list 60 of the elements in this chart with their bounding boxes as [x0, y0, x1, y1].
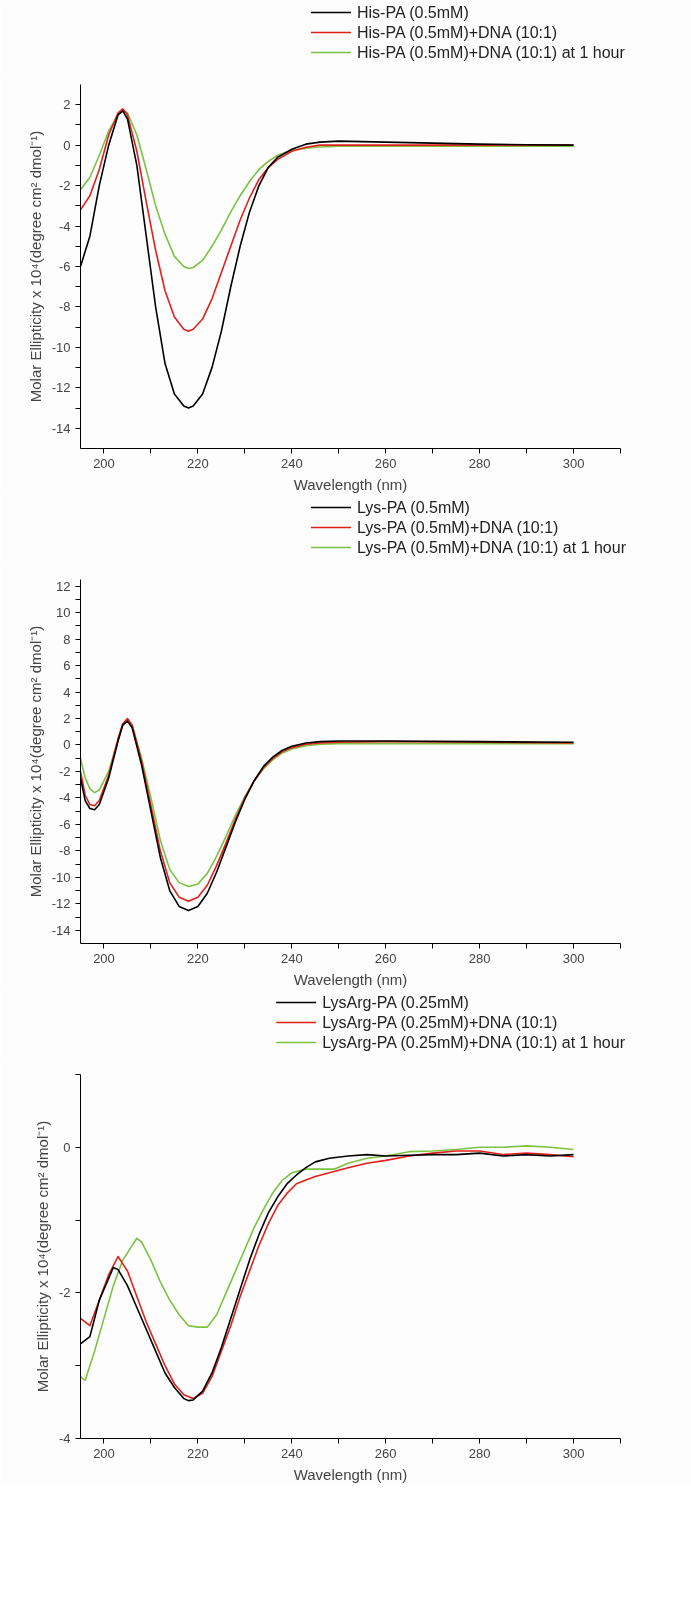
y-tick-label: 4 [63, 684, 71, 700]
legend-label: His-PA (0.5mM)+DNA (10:1) [357, 24, 558, 41]
y-tick-label: -6 [58, 259, 71, 274]
y-tick-label: -12 [51, 380, 71, 396]
x-tick-label: 260 [374, 1445, 397, 1461]
x-tick-label: 260 [374, 950, 397, 966]
legend-label: Lys-PA (0.5mM)+DNA (10:1) at 1 hour [357, 539, 627, 556]
y-tick-label: 0 [63, 737, 71, 753]
y-tick-label: -12 [51, 896, 71, 912]
y-tick-label: 2 [63, 97, 71, 113]
x-tick-label: 300 [562, 950, 585, 966]
y-tick-label: -4 [58, 1431, 71, 1446]
x-tick-label: 220 [187, 455, 209, 471]
x-tick-label: 240 [280, 950, 303, 966]
x-tick-label: 220 [187, 950, 209, 966]
x-axis-title: Wavelength (nm) [293, 1465, 408, 1483]
legend-label: LysArg-PA (0.25mM)+DNA (10:1) at 1 hour [322, 1034, 626, 1051]
x-tick-label: 220 [187, 1445, 209, 1461]
x-tick-label: 240 [280, 455, 303, 471]
y-tick-label: 8 [63, 631, 71, 647]
legend-label: His-PA (0.5mM) [357, 4, 469, 21]
y-tick-label: 0 [63, 1139, 71, 1155]
y-tick-label: -14 [51, 420, 71, 436]
x-tick-label: 280 [468, 1445, 491, 1461]
y-tick-label: 2 [63, 710, 71, 726]
legend-label: LysArg-PA (0.25mM) [322, 994, 469, 1011]
y-tick-label: 12 [56, 578, 71, 594]
y-axis-title: Molar Ellipticity x 10⁴(degree cm² dmol⁻¹) [26, 625, 44, 898]
x-tick-label: 300 [562, 455, 585, 471]
y-tick-label: -4 [58, 790, 71, 806]
x-tick-label: 240 [280, 1445, 303, 1461]
y-tick-label: -2 [58, 178, 71, 194]
legend-label: LysArg-PA (0.25mM)+DNA (10:1) [322, 1014, 558, 1031]
x-axis-title: Wavelength (nm) [293, 970, 408, 988]
y-tick-label: 6 [63, 658, 71, 674]
y-axis-title: Molar Ellipticity x 10⁴(degree cm² dmol⁻¹) [26, 130, 44, 403]
y-tick-label: -10 [51, 339, 71, 355]
x-tick-label: 200 [93, 1445, 115, 1461]
y-tick-label: -6 [58, 816, 71, 832]
y-tick-label: -10 [51, 869, 71, 885]
x-tick-label: 200 [93, 455, 115, 471]
line-series [80, 109, 575, 270]
legend-label: His-PA (0.5mM)+DNA (10:1) at 1 hour [357, 44, 626, 61]
x-tick-label: 260 [374, 455, 397, 471]
y-tick-label: -4 [58, 218, 71, 234]
legend-label: Lys-PA (0.5mM)+DNA (10:1) [357, 519, 559, 536]
y-tick-label: -2 [58, 763, 71, 779]
y-tick-label: 0 [63, 137, 71, 153]
y-tick-label: -14 [51, 922, 71, 938]
y-axis-title: Molar Ellipticity x 10⁴(degree cm² dmol⁻¹) [33, 1120, 51, 1393]
y-tick-label: -8 [58, 299, 71, 315]
x-tick-label: 300 [562, 1445, 585, 1461]
y-tick-label: -2 [58, 1285, 71, 1301]
y-tick-label: -8 [58, 843, 71, 859]
y-tick-label: 10 [56, 605, 71, 621]
x-tick-label: 200 [93, 950, 115, 966]
x-tick-label: 280 [468, 950, 491, 966]
x-tick-label: 280 [468, 455, 491, 471]
legend-label: Lys-PA (0.5mM) [357, 499, 470, 516]
x-axis-title: Wavelength (nm) [293, 475, 408, 493]
